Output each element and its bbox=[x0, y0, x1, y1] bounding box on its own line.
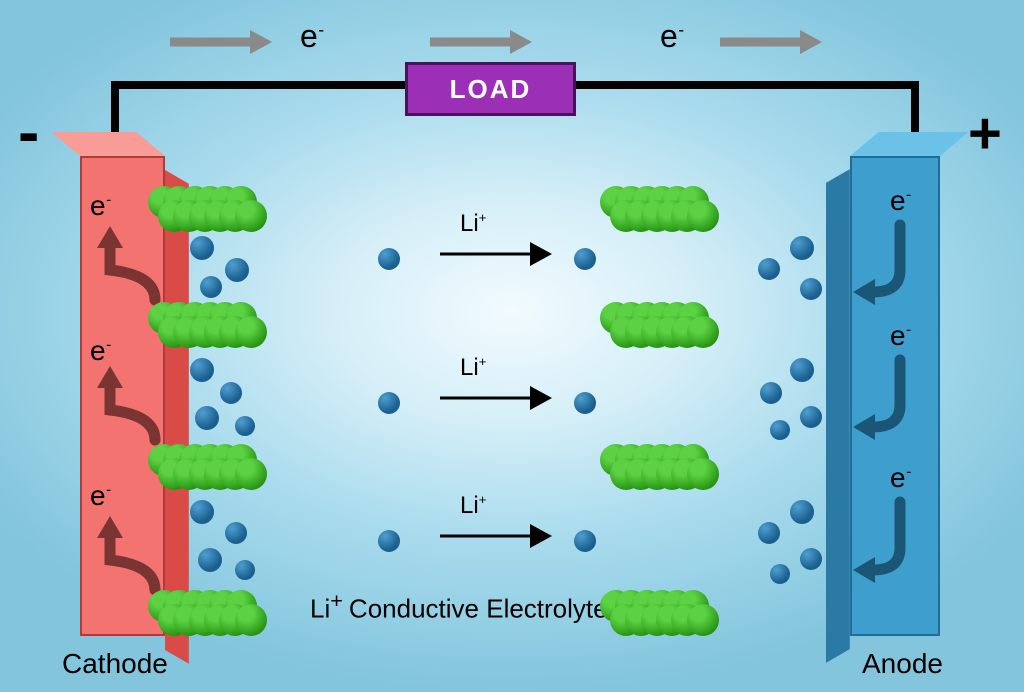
lithium-ion bbox=[220, 382, 242, 404]
lithium-ion bbox=[790, 358, 814, 382]
li-ion-label: Li+ bbox=[460, 492, 486, 520]
green-cluster bbox=[600, 444, 738, 489]
lithium-ion bbox=[225, 258, 249, 282]
lithium-ion bbox=[195, 406, 219, 430]
lithium-ion bbox=[770, 564, 790, 584]
lithium-ion bbox=[790, 236, 814, 260]
lithium-ion bbox=[190, 500, 214, 524]
lithium-ion bbox=[800, 548, 822, 570]
green-cluster bbox=[600, 590, 738, 635]
electron-label: e- bbox=[90, 190, 112, 222]
li-ion-label: Li+ bbox=[460, 210, 486, 238]
diagram-stage: LOAD - + e- e- Cathode Anode Li+ Conduct… bbox=[0, 0, 1024, 692]
lithium-ion bbox=[574, 392, 596, 414]
lithium-ion bbox=[800, 278, 822, 300]
lithium-ion bbox=[760, 382, 782, 404]
electron-label: e- bbox=[890, 320, 912, 352]
cathode-label: Cathode bbox=[62, 648, 168, 680]
anode-label: Anode bbox=[862, 648, 943, 680]
green-cluster bbox=[148, 186, 286, 231]
lithium-ion bbox=[378, 392, 400, 414]
lithium-ion bbox=[190, 236, 214, 260]
lithium-ion bbox=[800, 406, 822, 428]
lithium-ion bbox=[758, 522, 780, 544]
lithium-ion bbox=[758, 258, 780, 280]
lithium-ion bbox=[235, 560, 255, 580]
lithium-ion bbox=[198, 548, 222, 572]
lithium-ion bbox=[225, 522, 247, 544]
electron-label: e- bbox=[90, 480, 112, 512]
lithium-ion bbox=[235, 416, 255, 436]
lithium-ion bbox=[190, 358, 214, 382]
lithium-ion bbox=[574, 530, 596, 552]
green-cluster bbox=[148, 444, 286, 489]
green-cluster bbox=[148, 302, 286, 347]
lithium-ion bbox=[790, 500, 814, 524]
green-cluster bbox=[600, 302, 738, 347]
lithium-ion bbox=[574, 248, 596, 270]
electron-label: e- bbox=[90, 335, 112, 367]
li-ion-label: Li+ bbox=[460, 354, 486, 382]
electrolyte-caption: Li+ Conductive Electrolyte bbox=[310, 588, 608, 625]
lithium-ion bbox=[770, 420, 790, 440]
lithium-ion bbox=[378, 248, 400, 270]
green-cluster bbox=[148, 590, 286, 635]
electron-label: e- bbox=[890, 462, 912, 494]
electron-label: e- bbox=[890, 185, 912, 217]
lithium-ion bbox=[200, 276, 222, 298]
green-cluster bbox=[600, 186, 738, 231]
lithium-ion bbox=[378, 530, 400, 552]
